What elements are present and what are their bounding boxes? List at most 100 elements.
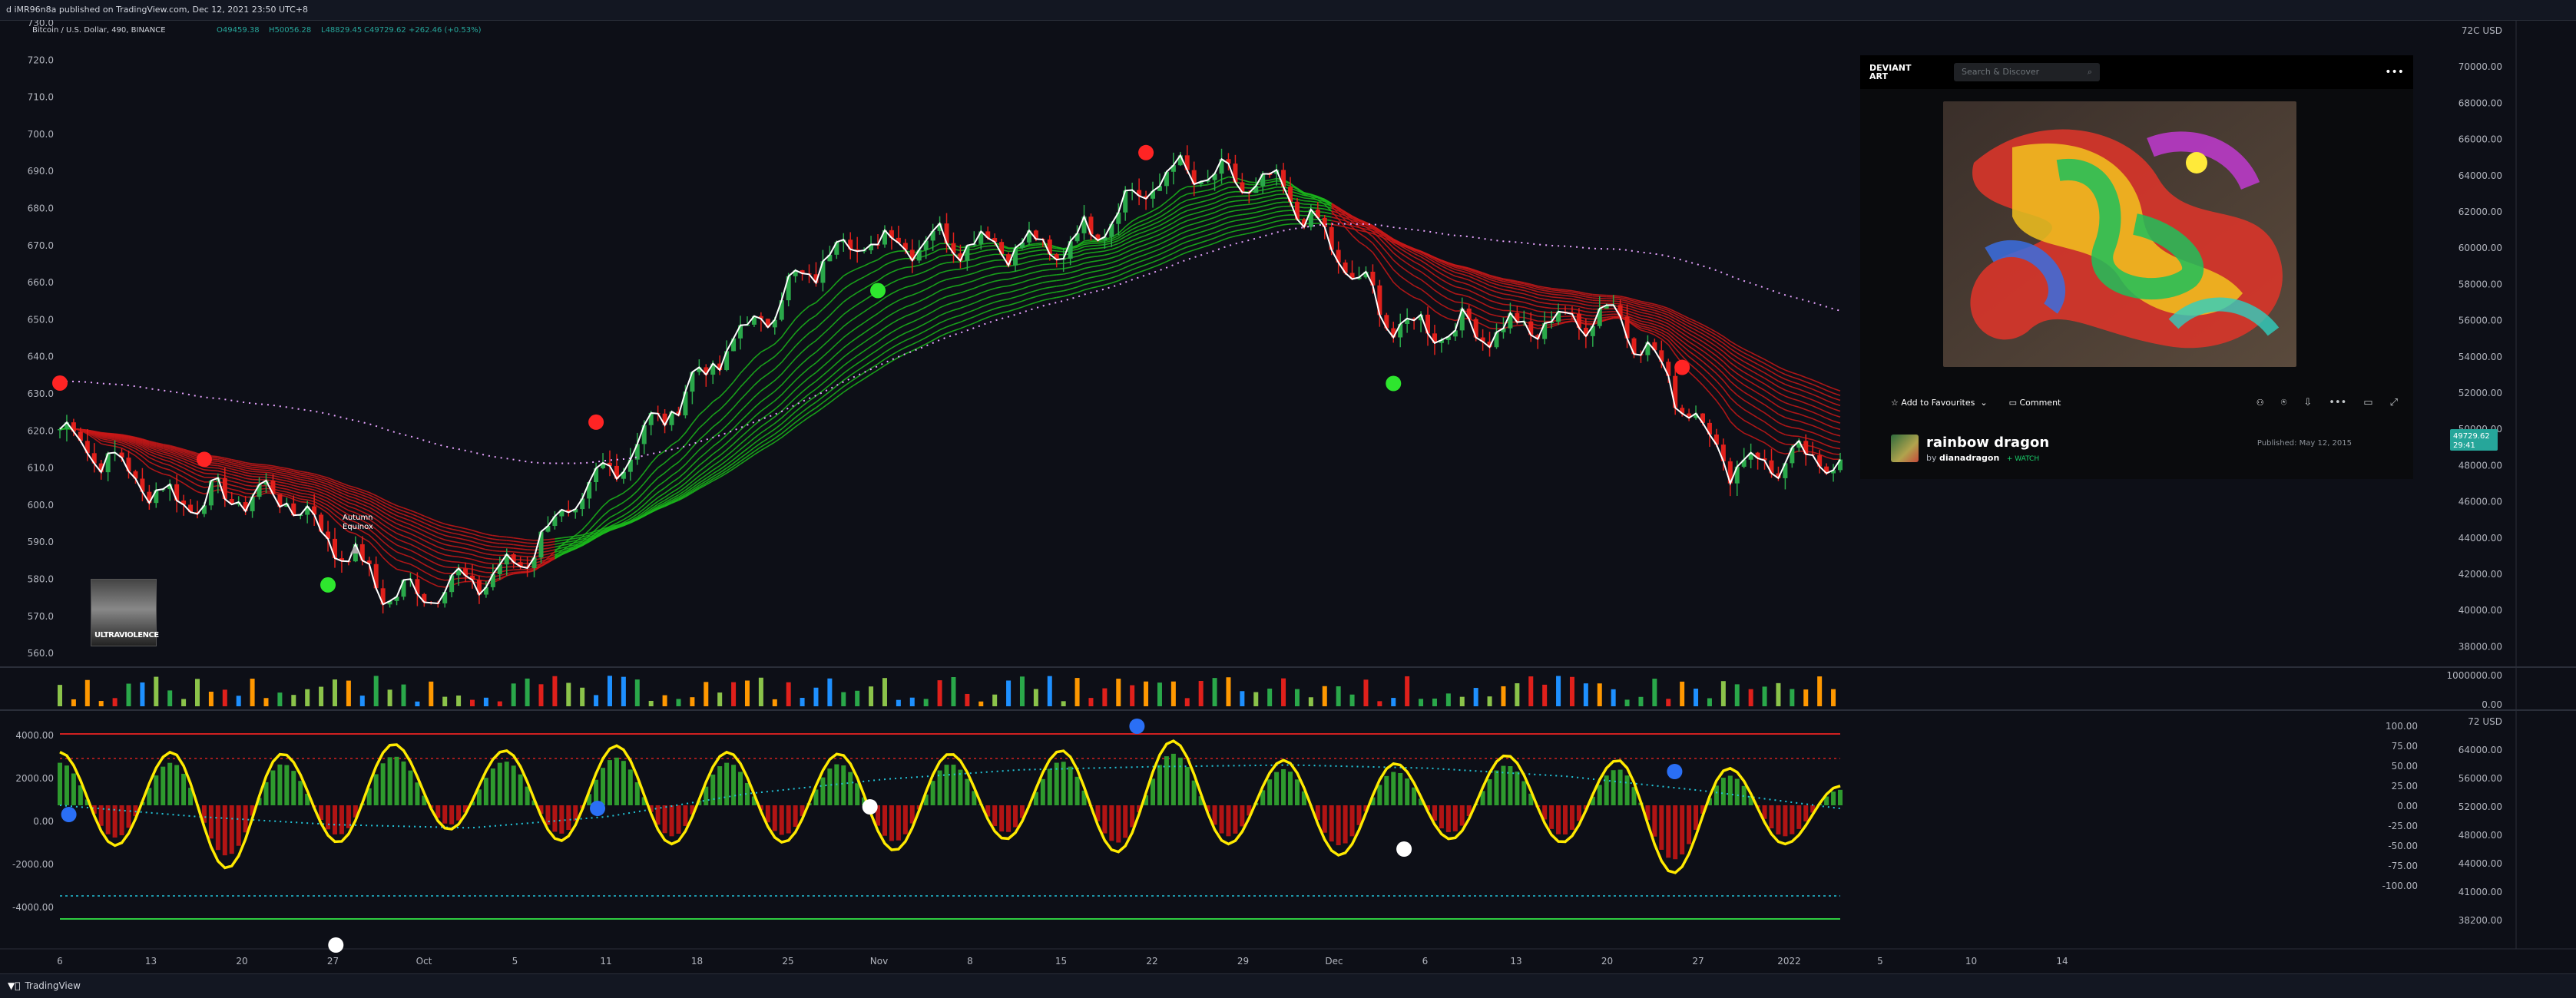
- ribbon-segment: [218, 474, 225, 476]
- ribbon-segment: [1091, 252, 1098, 253]
- ribbon-segment: [796, 421, 803, 427]
- ribbon-segment: [1703, 356, 1710, 362]
- ribbon-segment: [953, 308, 960, 310]
- osc-histogram-bar: [1233, 805, 1237, 834]
- ribbon-segment: [1036, 270, 1043, 272]
- ribbon-segment: [1806, 382, 1813, 384]
- ribbon-segment: [1744, 357, 1751, 361]
- ribbon-segment: [706, 454, 713, 460]
- tradingview-logo[interactable]: ▼⃥TradingView: [8, 974, 81, 998]
- author-avatar[interactable]: [1891, 435, 1919, 462]
- ribbon-segment: [1104, 268, 1111, 269]
- ribbon-segment: [747, 425, 754, 431]
- ribbon-segment: [850, 338, 857, 342]
- osc-histogram-bar: [1267, 779, 1272, 805]
- ribbon-segment: [919, 263, 926, 265]
- ribbon-segment: [1091, 282, 1098, 283]
- ribbon-segment: [1091, 271, 1098, 273]
- ribbon-segment: [253, 465, 260, 466]
- white-osc-dot: [328, 937, 343, 953]
- more-icon[interactable]: •••: [2385, 66, 2404, 78]
- ribbon-segment: [789, 346, 796, 354]
- ribbon-segment: [1022, 292, 1029, 295]
- fullscreen-icon[interactable]: ⤢: [2390, 397, 2398, 408]
- ribbon-segment: [1826, 412, 1833, 415]
- comment-button[interactable]: ▭ Comment: [2009, 398, 2061, 408]
- osc-histogram-bar: [1405, 778, 1409, 805]
- ribbon-segment: [967, 303, 974, 306]
- ribbon-segment: [445, 524, 452, 526]
- ribbon-segment: [1146, 237, 1153, 240]
- add-to-favourites-button[interactable]: ☆ Add to Favourites ⌄: [1891, 398, 1988, 408]
- download-icon[interactable]: ⇩: [2303, 397, 2312, 408]
- ribbon-segment: [829, 363, 836, 369]
- ribbon-segment: [1538, 298, 1545, 299]
- ribbon-segment: [803, 357, 810, 363]
- ribbon-segment: [1435, 282, 1442, 286]
- white-osc-dot: [1396, 841, 1412, 857]
- people-icon[interactable]: ⚇: [2256, 398, 2264, 408]
- ribbon-segment: [768, 429, 775, 434]
- ribbon-segment: [727, 395, 733, 403]
- volume-bar: [1652, 679, 1657, 706]
- ribbon-segment: [1565, 305, 1572, 306]
- ribbon-segment: [747, 432, 754, 438]
- ribbon-segment: [293, 491, 300, 493]
- ribbon-segment: [156, 465, 163, 468]
- ribbon-segment: [1785, 375, 1792, 377]
- ribbon-segment: [740, 444, 747, 449]
- ribbon-segment: [803, 412, 810, 418]
- ribbon-segment: [1572, 309, 1579, 310]
- osc-histogram-bar: [1116, 805, 1121, 843]
- ribbon-segment: [1654, 313, 1661, 316]
- volume-bar: [978, 702, 983, 706]
- ribbon-segment: [521, 549, 528, 550]
- ribbon-segment: [947, 302, 954, 305]
- ribbon-segment: [665, 488, 672, 493]
- ribbon-segment: [403, 522, 410, 524]
- ribbon-segment: [651, 478, 658, 484]
- more-options-icon[interactable]: •••: [2329, 397, 2346, 408]
- ribbon-segment: [1785, 379, 1792, 382]
- search-input[interactable]: Search & Discover ⌕: [1954, 63, 2100, 81]
- osc-histogram-bar: [1453, 805, 1458, 831]
- ribbon-segment: [149, 458, 156, 461]
- ribbon-segment: [1111, 276, 1118, 278]
- gift-icon[interactable]: ⍟: [2281, 397, 2287, 408]
- ribbon-segment: [1201, 220, 1208, 222]
- ribbon-segment: [390, 520, 397, 524]
- author-link[interactable]: dianadragon: [1939, 453, 1999, 463]
- ribbon-segment: [1036, 265, 1043, 266]
- ribbon-segment: [1132, 247, 1139, 250]
- volume-bar: [924, 699, 929, 706]
- ribbon-segment: [836, 302, 843, 309]
- volume-bar: [1048, 676, 1052, 706]
- ribbon-segment: [184, 472, 190, 476]
- ribbon-segment: [1661, 318, 1668, 321]
- ribbon-segment: [1737, 353, 1744, 357]
- ribbon-segment: [617, 502, 624, 506]
- watch-button[interactable]: + WATCH: [2007, 455, 2039, 463]
- ribbon-segment: [397, 552, 404, 554]
- theater-mode-icon[interactable]: ▭: [2363, 397, 2372, 408]
- ribbon-segment: [1654, 319, 1661, 321]
- ribbon-segment: [919, 331, 926, 335]
- ribbon-segment: [232, 469, 239, 471]
- ribbon-segment: [1071, 276, 1078, 278]
- ribbon-segment: [906, 276, 912, 277]
- ribbon-segment: [1744, 385, 1751, 388]
- ribbon-segment: [1703, 351, 1710, 356]
- ribbon-segment: [1139, 220, 1146, 223]
- ribbon-segment: [1647, 329, 1654, 332]
- ribbon-segment: [1449, 269, 1455, 273]
- ribbon-segment: [1400, 253, 1407, 257]
- ribbon-segment: [685, 472, 692, 478]
- ribbon-segment: [940, 312, 947, 316]
- ribbon-segment: [1455, 287, 1462, 289]
- ribbon-segment: [651, 456, 658, 464]
- ribbon-segment: [521, 542, 528, 543]
- ribbon-segment: [892, 279, 899, 283]
- ribbon-segment: [906, 338, 912, 341]
- search-icon[interactable]: ⌕: [2088, 63, 2092, 81]
